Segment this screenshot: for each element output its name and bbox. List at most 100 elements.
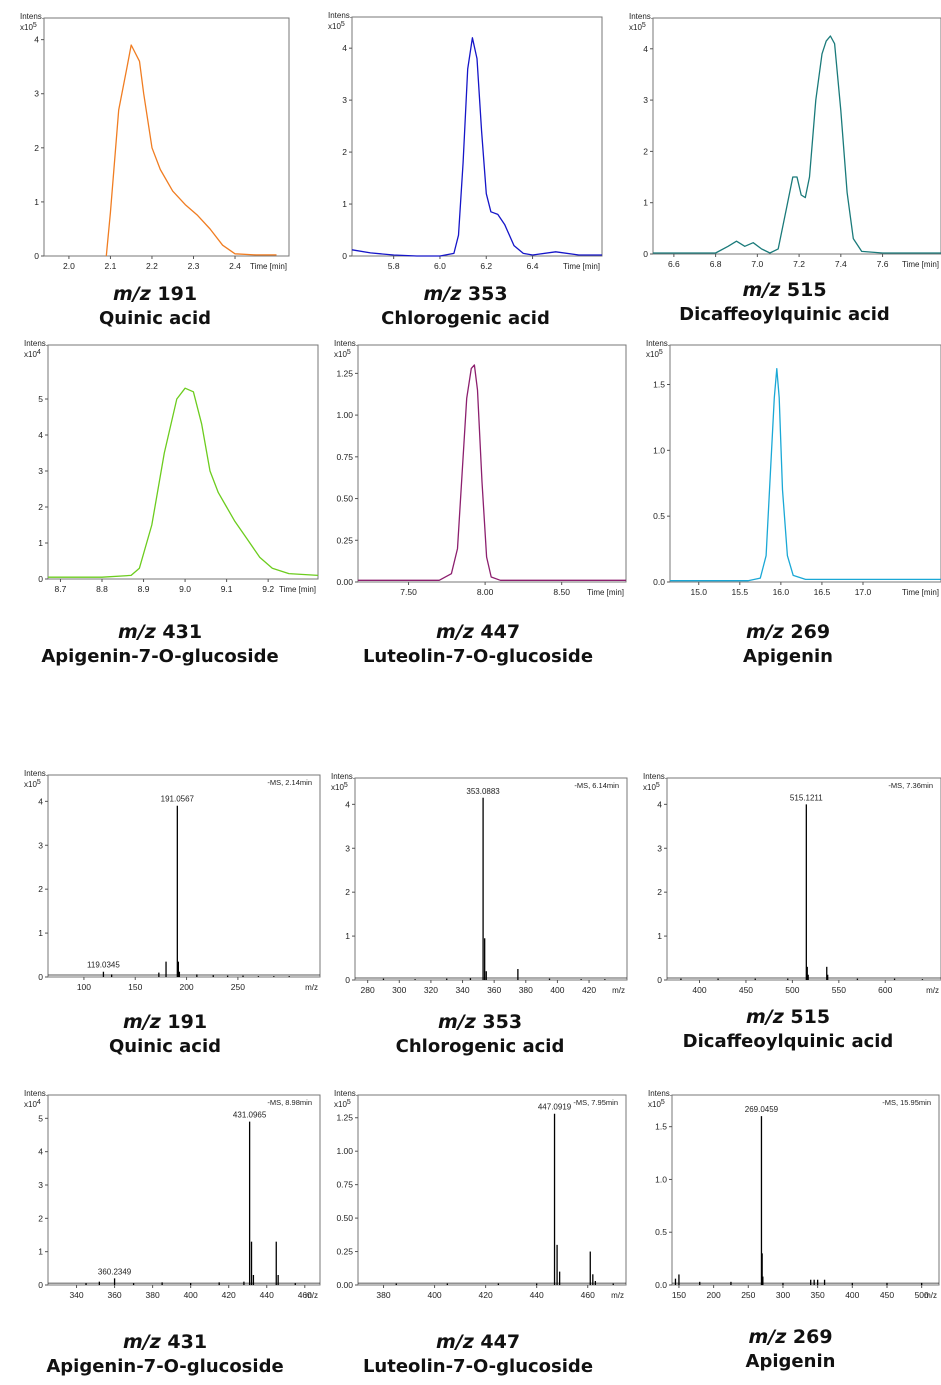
exponent-label: x104 (24, 349, 41, 359)
x-tick-label: 8.8 (96, 584, 108, 594)
compound-name: Chlorogenic acid (381, 308, 550, 329)
y-tick-label: 1.0 (653, 445, 665, 455)
mass-spectrum-515: Intens.x105 -MS, 7.36min 0 1 2 3 4 400 450 500 550… (643, 772, 941, 995)
chromatogram-trace (670, 368, 941, 582)
y-tick-label: 0.50 (336, 1213, 353, 1223)
mz-caption: m/z 269 (641, 1325, 941, 1349)
y-tick-label: 0.00 (336, 577, 353, 587)
scan-header: -MS, 7.36min (888, 781, 933, 790)
y-tick-label: 0.00 (336, 1280, 353, 1290)
plot-frame (47, 344, 319, 580)
x-tick-label: 400 (184, 1290, 198, 1300)
x-tick-label: 15.5 (732, 587, 749, 597)
peak-label: 431.0965 (233, 1111, 267, 1120)
x-axis-label: m/z (305, 1291, 318, 1300)
intens-label: Intens. (24, 1089, 48, 1098)
scan-header: -MS, 2.14min (267, 778, 312, 787)
x-tick-label: 6.8 (710, 259, 722, 269)
plot-frame (351, 16, 603, 257)
scan-header: -MS, 7.95min (573, 1098, 618, 1107)
mz-caption: m/z 515 (635, 278, 935, 302)
x-tick-label: 200 (179, 982, 193, 992)
y-tick-label: 4 (657, 799, 662, 809)
x-tick-label: 400 (427, 1290, 441, 1300)
mass-spectrum-431: Intens.x104 -MS, 8.98min 0 1 2 3 4 5 340 360 380 40… (24, 1089, 321, 1300)
compound-name: Apigenin (745, 1351, 836, 1372)
x-tick-label: 350 (811, 1290, 825, 1300)
x-tick-label: 440 (530, 1290, 544, 1300)
mz-prefix: m/z (742, 279, 781, 301)
y-tick-label: 4 (342, 43, 347, 53)
x-tick-label: 9.1 (221, 584, 233, 594)
x-tick-label: 420 (582, 985, 596, 995)
x-axis-label: Time [min] (279, 585, 316, 594)
peak-label: 360.2349 (98, 1267, 132, 1276)
compound-name: Chlorogenic acid (395, 1036, 565, 1057)
mz-prefix: m/z (435, 621, 474, 643)
y-tick-label: 0.50 (336, 494, 353, 504)
scan-header: -MS, 6.14min (574, 781, 619, 790)
mz-value: 515 (786, 279, 827, 301)
panel-caption: m/z 191 Quinic acid (0, 1010, 330, 1060)
mz-caption: m/z 269 (638, 620, 938, 644)
mz-prefix: m/z (435, 1331, 474, 1353)
exponent-label: x105 (646, 349, 663, 359)
y-tick-label: 0.0 (653, 577, 665, 587)
chromatogram-trace (48, 387, 319, 578)
intens-label: Intens. (643, 772, 667, 781)
y-tick-label: 0.0 (655, 1280, 667, 1290)
mz-prefix: m/z (122, 1011, 161, 1033)
exponent-label: x105 (629, 22, 646, 32)
exponent-label: x105 (20, 22, 37, 32)
y-tick-label: 4 (38, 430, 43, 440)
plot-frame (43, 17, 290, 257)
y-tick-label: 0 (34, 251, 39, 261)
x-axis-label: Time [min] (563, 262, 600, 271)
y-tick-label: 2 (38, 884, 43, 894)
chromatogram-trace (358, 364, 626, 581)
intens-label: Intens. (334, 1089, 358, 1098)
x-tick-label: 16.0 (773, 587, 790, 597)
x-tick-label: 360 (487, 985, 501, 995)
x-tick-label: 8.00 (477, 587, 494, 597)
exponent-label: x104 (24, 1099, 41, 1109)
y-tick-label: 1 (345, 931, 350, 941)
intens-label: Intens. (20, 12, 44, 21)
exponent-label: x105 (648, 1099, 665, 1109)
mass-spectrum-269: Intens.x105 -MS, 15.95min 0.0 0.5 1.0 1.5 150 2… (648, 1089, 940, 1300)
chromatogram-431: Intens.x104 0 1 2 3 4 5 8.7 8.8 8.9 9.0 9.1 9.2 Time … (24, 339, 319, 594)
x-tick-label: 9.2 (262, 584, 274, 594)
x-tick-label: 100 (77, 982, 91, 992)
peak-label: 447.0919 (538, 1103, 572, 1112)
mz-value: 447 (480, 1331, 521, 1353)
mz-prefix: m/z (748, 1326, 787, 1348)
exponent-label: x105 (331, 782, 348, 792)
compound-name: Dicaffeoylquinic acid (682, 1031, 894, 1052)
compound-name: Quinic acid (108, 1036, 222, 1057)
exponent-label: x105 (334, 1099, 351, 1109)
mz-value: 269 (790, 621, 831, 643)
y-tick-label: 2 (38, 502, 43, 512)
y-tick-label: 0 (345, 975, 350, 985)
y-tick-label: 1.5 (653, 380, 665, 390)
y-tick-label: 2 (345, 887, 350, 897)
y-tick-label: 3 (38, 1180, 43, 1190)
x-tick-label: 380 (376, 1290, 390, 1300)
y-tick-label: 4 (643, 44, 648, 54)
x-tick-label: 380 (146, 1290, 160, 1300)
mz-value: 353 (482, 1011, 523, 1033)
mz-caption: m/z 191 (5, 282, 305, 306)
panel-caption: m/z 431 Apigenin-7-O-glucoside (0, 620, 320, 670)
y-tick-label: 1 (38, 928, 43, 938)
compound-name: Luteolin-7-O-glucoside (362, 646, 594, 667)
mz-prefix: m/z (437, 1011, 476, 1033)
chromatogram-trace (351, 37, 602, 257)
x-tick-label: 8.7 (55, 584, 67, 594)
y-tick-label: 0 (38, 574, 43, 584)
intens-label: Intens. (629, 12, 653, 21)
x-tick-label: 8.50 (553, 587, 570, 597)
mz-caption: m/z 353 (301, 282, 631, 306)
mz-value: 447 (480, 621, 521, 643)
panel-caption: m/z 515 Dicaffeoylquinic acid (635, 278, 935, 328)
mz-value: 353 (467, 283, 508, 305)
